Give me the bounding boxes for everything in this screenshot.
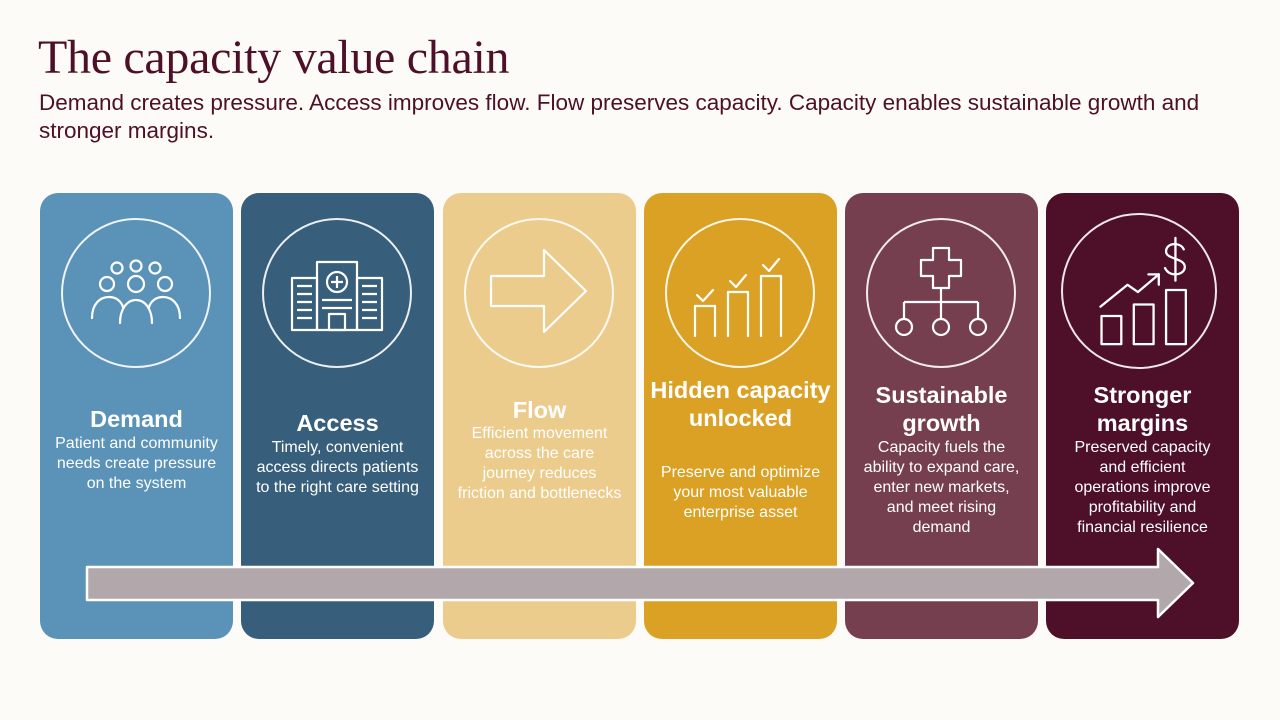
stage-title: Demand xyxy=(90,406,183,432)
icon-circle xyxy=(665,218,815,368)
icon-circle xyxy=(262,218,412,368)
stage-description: Capacity fuels the ability to expand car… xyxy=(863,439,1020,536)
stage-description: Preserve and optimize your most valuable… xyxy=(660,464,821,521)
page-title: The capacity value chain xyxy=(38,31,510,84)
icon-circle xyxy=(464,218,614,368)
stage-title: Sustainable growth xyxy=(875,382,1008,436)
stage-card-access: Access Timely, convenient access directs… xyxy=(241,193,434,639)
bar-chart-checks-icon xyxy=(693,257,783,338)
stage-card-sustainable-growth: Sustainable growth Capacity fuels the ab… xyxy=(845,193,1038,639)
stage-description: Patient and community needs create press… xyxy=(55,435,218,492)
stage-card-hidden-capacity: Hidden capacity unlocked Preserve and op… xyxy=(644,193,837,639)
stage-title: Flow xyxy=(512,397,567,423)
stage-title: Hidden capacity unlocked xyxy=(650,377,831,431)
page-subtitle: Demand creates pressure. Access improves… xyxy=(39,90,1200,143)
icon-circle xyxy=(61,218,211,368)
stage-title: Stronger margins xyxy=(1093,382,1192,436)
icon-circle xyxy=(866,218,1016,368)
stage-description: Preserved capacity and efficient operati… xyxy=(1074,439,1211,536)
icon-circle xyxy=(1061,213,1217,369)
stage-card-demand: Demand Patient and community needs creat… xyxy=(40,193,233,639)
stage-card-flow: Flow Efficient movement across the care … xyxy=(443,193,636,639)
network-plus-icon xyxy=(894,246,988,337)
arrow-right-icon xyxy=(489,248,588,334)
stage-description: Timely, convenient access directs patien… xyxy=(256,439,419,496)
stage-description: Efficient movement across the care journ… xyxy=(457,425,622,502)
people-group-icon xyxy=(90,259,182,325)
stage-title: Access xyxy=(296,410,379,436)
stage-card-stronger-margins: Stronger margins Preserved capacity and … xyxy=(1046,193,1239,639)
hospital-building-icon xyxy=(290,260,384,332)
growth-dollar-icon xyxy=(1099,236,1187,346)
